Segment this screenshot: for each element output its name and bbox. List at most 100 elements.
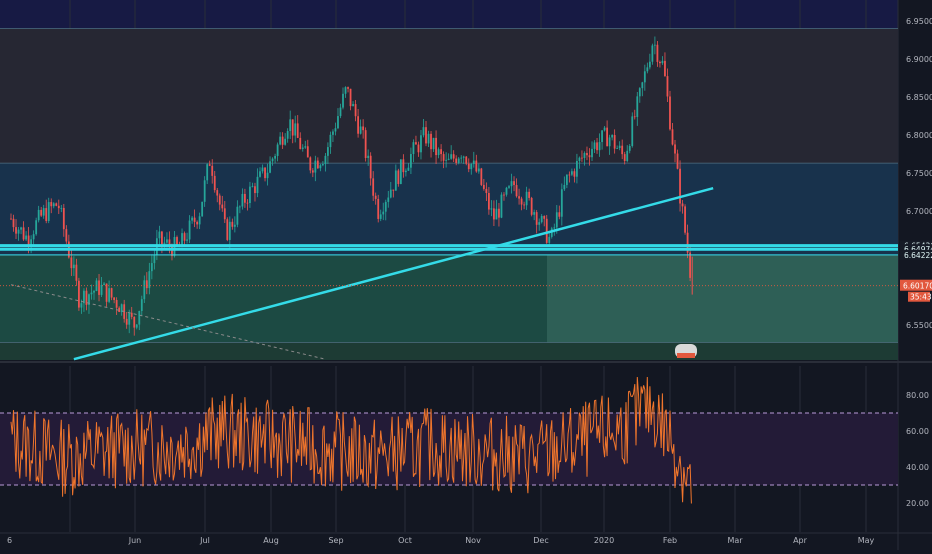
- candle-body: [503, 194, 505, 196]
- candle-body: [495, 208, 498, 220]
- candle-body: [181, 233, 183, 247]
- time-tick-label: Apr: [793, 536, 808, 545]
- candle-body: [349, 88, 352, 107]
- candle-body: [467, 163, 470, 170]
- candle-body: [218, 195, 221, 205]
- candle-body: [659, 61, 661, 64]
- candle-body: [176, 237, 178, 245]
- candle-body: [171, 246, 173, 257]
- candle-body: [203, 180, 206, 202]
- candle-body: [382, 211, 385, 215]
- candle-body: [638, 88, 641, 97]
- candle-body: [276, 144, 279, 156]
- candle-body: [535, 212, 538, 225]
- candle-body: [631, 116, 634, 146]
- candle-body: [354, 104, 357, 117]
- candle-body: [613, 135, 616, 149]
- candle-body: [309, 157, 312, 171]
- candle-body: [70, 257, 73, 269]
- candle-body: [269, 161, 271, 173]
- candle-body: [196, 221, 199, 225]
- candle-body: [20, 227, 22, 230]
- time-tick-label: Oct: [398, 536, 412, 545]
- candle-body: [399, 159, 402, 185]
- candle-body: [259, 171, 261, 177]
- candle-body: [244, 193, 246, 203]
- candle-body: [648, 61, 651, 68]
- candle-body: [415, 142, 417, 145]
- candle-body: [88, 294, 90, 305]
- candle-body: [420, 135, 422, 153]
- candle-body: [143, 280, 146, 300]
- candle-body: [208, 164, 211, 166]
- candle-body: [588, 155, 591, 158]
- candle-body: [455, 158, 458, 163]
- candle-body: [158, 231, 161, 239]
- candle-body: [646, 67, 649, 72]
- candle-body: [65, 229, 68, 242]
- candle-body: [221, 204, 224, 209]
- candle-body: [228, 221, 231, 240]
- candle-body: [653, 44, 656, 46]
- candle-body: [161, 231, 163, 245]
- candle-body: [498, 208, 500, 218]
- zones-layer: [0, 28, 898, 360]
- candle-body: [447, 158, 450, 160]
- candle-body: [586, 153, 588, 156]
- candle-body: [611, 135, 614, 138]
- candle-body: [362, 126, 365, 131]
- candle-body: [674, 144, 676, 154]
- candle-body: [347, 87, 349, 89]
- candle-body: [339, 107, 342, 117]
- candle-body: [50, 202, 53, 207]
- drawings-layer[interactable]: [0, 186, 898, 361]
- candle-body: [555, 212, 558, 228]
- candle-body: [656, 44, 659, 62]
- candle-body: [445, 159, 448, 161]
- candle-body: [266, 172, 269, 179]
- candle-body: [545, 218, 548, 243]
- countdown-label: 35:43: [910, 293, 932, 302]
- candle-body: [206, 164, 209, 181]
- candle-body: [52, 203, 55, 207]
- candle-body: [430, 133, 432, 150]
- upper-band: [0, 0, 898, 29]
- candle-body: [138, 310, 141, 325]
- candle-body: [90, 292, 93, 295]
- time-tick-label: 2020: [594, 536, 614, 545]
- candle-body: [314, 160, 317, 173]
- candle-body: [42, 208, 45, 216]
- trendline[interactable]: [73, 186, 714, 361]
- candle-body: [661, 60, 664, 64]
- candle-body: [475, 160, 478, 172]
- candle-body: [606, 127, 609, 147]
- candle-body: [565, 174, 568, 185]
- green-zone-bottom: [0, 342, 898, 360]
- candle-body: [188, 220, 191, 240]
- candle-body: [435, 137, 437, 156]
- candle-body: [55, 203, 58, 206]
- candle-body: [279, 136, 282, 145]
- candle-body: [666, 76, 669, 97]
- candle-body: [603, 127, 606, 131]
- time-tick-label: Jun: [128, 536, 142, 545]
- candle-body: [374, 195, 377, 199]
- candle-body: [125, 318, 128, 325]
- candle-body: [216, 190, 219, 196]
- candle-body: [294, 123, 297, 136]
- candle-body: [563, 184, 566, 190]
- candle-body: [291, 119, 294, 136]
- candle-body: [168, 239, 171, 247]
- candle-body: [274, 155, 276, 159]
- candle-body: [442, 154, 445, 161]
- candle-body: [110, 288, 113, 298]
- candle-body: [83, 290, 85, 304]
- candle-body: [425, 127, 427, 144]
- candle-body: [528, 191, 531, 198]
- candle-body: [548, 236, 551, 243]
- candle-body: [679, 168, 681, 204]
- time-tick-label: Aug: [263, 536, 279, 545]
- candle-body: [578, 157, 581, 161]
